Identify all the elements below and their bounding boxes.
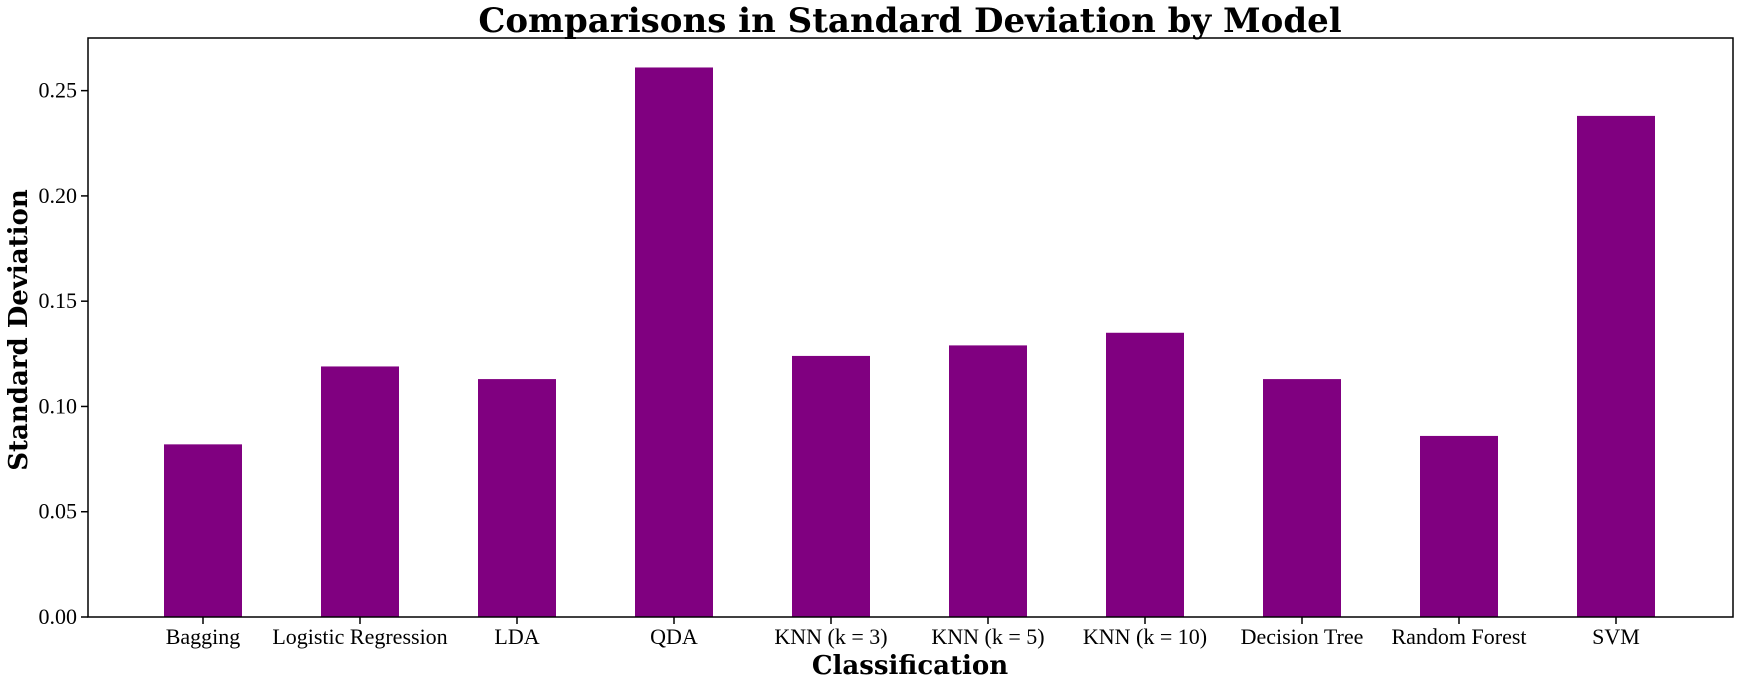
bar-bagging xyxy=(164,444,242,617)
y-tick-label-3: 0.15 xyxy=(39,288,78,313)
bar-decision-tree xyxy=(1263,379,1341,617)
x-tick-label-qda: QDA xyxy=(650,624,698,649)
x-tick-label-random-forest: Random Forest xyxy=(1391,624,1526,649)
bar-knn-k-10 xyxy=(1106,332,1184,617)
x-axis-label: Classification xyxy=(812,651,1008,681)
x-tick-label-svm: SVM xyxy=(1592,624,1640,649)
x-tick-label-knn-k-10: KNN (k = 10) xyxy=(1083,624,1207,649)
y-tick-label-5: 0.25 xyxy=(39,78,78,103)
bar-knn-k-3 xyxy=(792,355,870,617)
x-tick-label-bagging: Bagging xyxy=(166,624,241,649)
x-tick-label-lda: LDA xyxy=(494,624,539,649)
y-tick-label-4: 0.20 xyxy=(39,183,78,208)
x-tick-label-decision-tree: Decision Tree xyxy=(1241,624,1364,649)
x-tick-label-knn-k-3: KNN (k = 3) xyxy=(774,624,887,649)
y-tick-label-0: 0.00 xyxy=(39,604,78,629)
x-tick-label-logistic-regression: Logistic Regression xyxy=(272,624,447,649)
y-tick-label-1: 0.05 xyxy=(39,499,78,524)
bar-lda xyxy=(478,379,556,617)
bar-knn-k-5 xyxy=(949,345,1027,617)
bar-svm xyxy=(1577,115,1655,617)
bar-qda xyxy=(635,67,713,617)
plot-area: Bagging Logistic Regression LDA QDA KNN (k =… xyxy=(39,67,1655,649)
bar-logistic-regression xyxy=(321,366,399,617)
y-axis-label: Standard Deviation xyxy=(4,189,34,471)
x-tick-label-knn-k-5: KNN (k = 5) xyxy=(931,624,1044,649)
plot-frame xyxy=(87,37,1734,618)
chart-title: Comparisons in Standard Deviation by Mod… xyxy=(478,1,1341,41)
y-tick-label-2: 0.10 xyxy=(39,393,78,418)
bar-random-forest xyxy=(1420,435,1498,617)
